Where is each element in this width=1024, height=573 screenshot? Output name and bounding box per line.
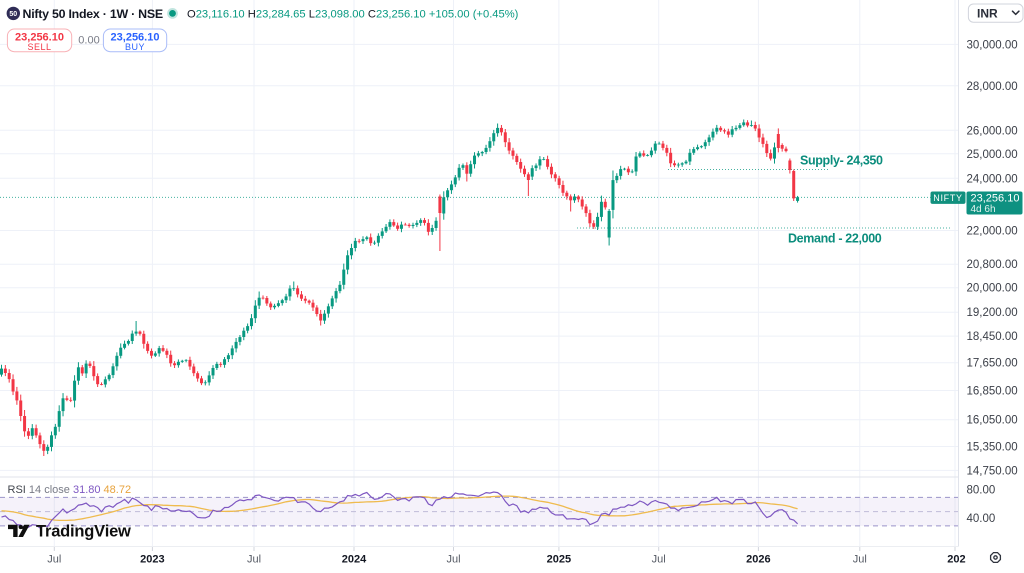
svg-text:O23,116.10 H23,284.65 L23,098.: O23,116.10 H23,284.65 L23,098.00 C23,256… [187, 8, 519, 20]
svg-text:50: 50 [9, 11, 17, 18]
svg-text:Demand - 22,000: Demand - 22,000 [788, 232, 882, 246]
svg-text:NIFTY: NIFTY [933, 193, 963, 203]
svg-text:RSI 14 close 31.80 48.72: RSI 14 close 31.80 48.72 [8, 484, 132, 496]
svg-text:2023: 2023 [140, 554, 164, 566]
svg-text:24,000.00: 24,000.00 [967, 173, 1018, 185]
svg-text:2024: 2024 [342, 554, 367, 566]
svg-text:16,850.00: 16,850.00 [967, 386, 1018, 398]
svg-text:30,000.00: 30,000.00 [967, 39, 1018, 51]
svg-text:Jul: Jul [446, 554, 460, 566]
svg-text:26,000.00: 26,000.00 [967, 125, 1018, 137]
svg-text:Supply- 24,350: Supply- 24,350 [800, 154, 883, 168]
svg-text:BUY: BUY [125, 42, 145, 52]
svg-text:23,256.10: 23,256.10 [15, 31, 64, 43]
svg-text:20,800.00: 20,800.00 [967, 259, 1018, 271]
svg-text:23,256.10: 23,256.10 [971, 192, 1020, 204]
svg-text:80.00: 80.00 [967, 485, 996, 497]
svg-text:16,050.00: 16,050.00 [967, 415, 1018, 427]
svg-text:4d 6h: 4d 6h [971, 204, 996, 215]
svg-text:22,000.00: 22,000.00 [967, 226, 1018, 238]
svg-text:18,450.00: 18,450.00 [967, 331, 1018, 343]
svg-text:Nifty 50 Index · 1W · NSE: Nifty 50 Index · 1W · NSE [23, 7, 163, 21]
svg-text:Jul: Jul [47, 554, 61, 566]
svg-text:Jul: Jul [247, 554, 261, 566]
svg-text:25,000.00: 25,000.00 [967, 149, 1018, 161]
svg-text:19,200.00: 19,200.00 [967, 307, 1018, 319]
svg-text:28,000.00: 28,000.00 [967, 81, 1018, 93]
svg-text:20,000.00: 20,000.00 [967, 283, 1018, 295]
svg-text:0.00: 0.00 [78, 35, 99, 47]
svg-text:23,256.10: 23,256.10 [111, 31, 160, 43]
svg-text:40.00: 40.00 [967, 513, 996, 525]
svg-text:17,650.00: 17,650.00 [967, 358, 1018, 370]
svg-text:15,350.00: 15,350.00 [967, 442, 1018, 454]
svg-text:2025: 2025 [547, 554, 571, 566]
svg-text:TradingView: TradingView [36, 523, 131, 541]
svg-text:2026: 2026 [746, 554, 770, 566]
svg-text:Jul: Jul [853, 554, 867, 566]
svg-text:SELL: SELL [27, 42, 51, 52]
svg-text:202: 202 [947, 554, 965, 566]
svg-text:14,750.00: 14,750.00 [967, 465, 1018, 477]
svg-text:INR: INR [977, 6, 998, 20]
svg-text:Jul: Jul [652, 554, 666, 566]
